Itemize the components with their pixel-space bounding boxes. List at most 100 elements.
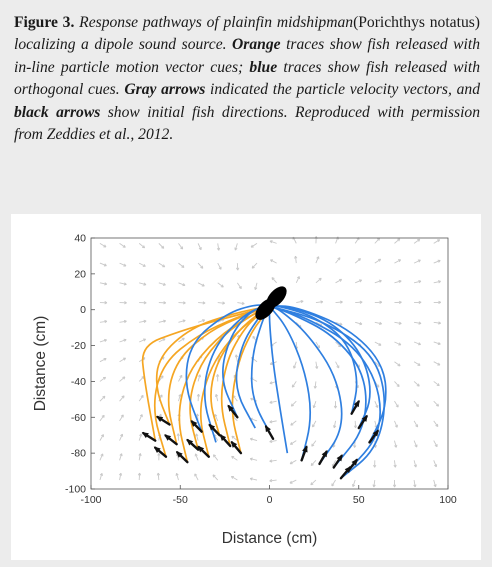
fish-arrow-head: [227, 404, 234, 412]
orange-trace: [210, 305, 270, 436]
velocity-vector: [270, 259, 277, 264]
velocity-vector: [195, 433, 199, 441]
fish-arrow-head: [302, 445, 308, 453]
velocity-vector: [269, 400, 277, 404]
velocity-vector: [178, 282, 186, 286]
y-tick-label: -20: [71, 340, 86, 352]
blue-trace: [269, 305, 387, 443]
velocity-vector: [138, 414, 143, 422]
velocity-vector: [139, 338, 146, 343]
velocity-vector-head: [353, 425, 358, 429]
velocity-vector-head: [99, 472, 103, 476]
velocity-vector: [374, 237, 380, 244]
velocity-vector: [352, 479, 356, 487]
velocity-vector-head: [331, 483, 335, 487]
velocity-vector: [374, 258, 381, 264]
velocity-vector-head: [102, 376, 107, 380]
velocity-vector: [290, 440, 297, 445]
velocity-vector-head: [392, 484, 397, 488]
velocity-vector: [354, 258, 361, 264]
velocity-vector-head: [318, 277, 322, 281]
plot-frame: [90, 237, 449, 490]
velocity-vector-head: [231, 435, 235, 439]
velocity-vector-head: [143, 301, 147, 305]
blue-trace: [185, 304, 270, 432]
caption-text-4: traces show fish released with orthogona…: [14, 58, 480, 99]
velocity-vector-head: [142, 245, 146, 249]
velocity-vector: [413, 341, 421, 345]
velocity-vector-head: [415, 424, 419, 428]
velocity-vector: [414, 321, 422, 324]
velocity-vector: [158, 262, 166, 268]
velocity-vector-head: [269, 439, 273, 444]
caption-text-6: show initial fish directions. Reproduced…: [14, 103, 480, 144]
orange-trace: [220, 305, 271, 447]
velocity-vector: [394, 361, 401, 367]
velocity-vector-head: [213, 454, 217, 458]
velocity-vector: [119, 282, 127, 285]
fish-arrow-head: [219, 434, 227, 441]
velocity-vector: [413, 259, 421, 264]
velocity-vector-head: [290, 422, 294, 426]
velocity-vector: [271, 277, 277, 284]
velocity-vector: [331, 479, 336, 487]
velocity-vector-head: [104, 301, 108, 305]
velocity-vector: [374, 280, 382, 284]
velocity-vector-head: [359, 279, 363, 283]
velocity-vector-head: [103, 263, 107, 267]
velocity-vector-head: [194, 453, 198, 457]
velocity-vector-head: [394, 424, 398, 428]
velocity-vector: [99, 282, 107, 285]
velocity-vector-head: [271, 277, 275, 281]
velocity-vector: [217, 282, 224, 288]
velocity-vector: [178, 394, 181, 402]
x-tick-label: -100: [80, 494, 101, 506]
velocity-vector-head: [437, 259, 441, 263]
velocity-vector-head: [103, 338, 107, 343]
velocity-vector-head: [333, 405, 338, 409]
velocity-vector: [99, 453, 104, 461]
velocity-vector: [99, 262, 107, 267]
velocity-vector-head: [359, 322, 363, 326]
velocity-vector: [293, 361, 297, 369]
velocity-vector-head: [291, 384, 295, 388]
velocity-vector-head: [218, 266, 222, 270]
velocity-vector: [237, 302, 245, 305]
velocity-vector: [158, 282, 166, 286]
velocity-vector-head: [158, 413, 162, 417]
fish-arrow-head: [186, 438, 194, 446]
velocity-vector-head: [251, 265, 255, 269]
velocity-vector: [198, 302, 206, 304]
velocity-vector: [413, 381, 420, 387]
velocity-vector: [138, 243, 145, 249]
x-axis-label: Distance (cm): [222, 530, 318, 547]
velocity-vector-head: [372, 484, 376, 488]
velocity-vector-head: [182, 301, 186, 305]
velocity-vector-head: [104, 319, 108, 324]
velocity-vector-head: [310, 482, 314, 486]
velocity-vector: [335, 301, 343, 303]
velocity-vector: [312, 420, 317, 428]
velocity-vector-head: [269, 362, 273, 366]
velocity-vector: [217, 302, 225, 304]
fish-traces: [141, 304, 387, 479]
velocity-vector: [433, 400, 439, 407]
velocity-vector: [433, 381, 440, 387]
velocity-vector: [99, 339, 107, 343]
velocity-vector: [315, 256, 320, 264]
velocity-vector: [236, 282, 242, 289]
y-tick-label: 0: [80, 304, 86, 316]
velocity-vector: [250, 418, 258, 422]
velocity-vector: [335, 361, 340, 369]
velocity-vector-head: [182, 319, 186, 323]
velocity-vector-head: [379, 300, 383, 304]
velocity-vector: [119, 339, 127, 343]
velocity-vector: [373, 479, 376, 488]
velocity-vector-head: [340, 300, 343, 304]
orange-trace: [167, 305, 270, 445]
velocity-vector-head: [231, 455, 235, 459]
velocity-vector-head: [143, 319, 147, 323]
velocity-vector-head: [121, 395, 125, 399]
velocity-vector: [158, 338, 166, 343]
velocity-vector: [433, 341, 441, 345]
